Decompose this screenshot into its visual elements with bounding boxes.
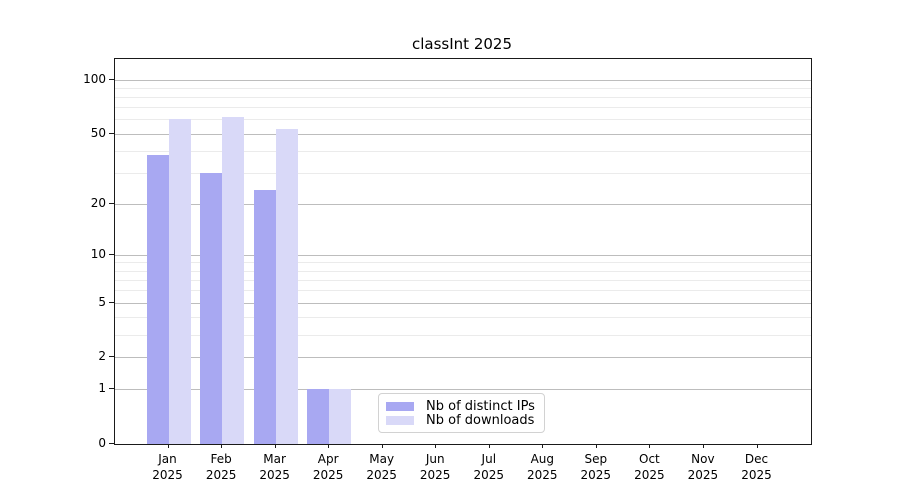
x-tick-label: May 2025 bbox=[366, 452, 397, 482]
gridline-minor bbox=[115, 97, 811, 98]
legend-label: Nb of downloads bbox=[426, 412, 535, 428]
gridline-major bbox=[115, 254, 811, 256]
gridline-minor bbox=[115, 270, 811, 272]
x-tick-label: Jun 2025 bbox=[419, 452, 451, 482]
y-tick-mark bbox=[109, 388, 114, 390]
bar-distinct-ips-apr bbox=[307, 389, 330, 444]
x-tick-label: Jul 2025 bbox=[473, 452, 505, 482]
bar-distinct-ips-feb bbox=[200, 172, 223, 444]
gridline-minor bbox=[115, 87, 811, 89]
y-tick-mark bbox=[109, 253, 114, 255]
y-tick-label: 10 bbox=[90, 246, 106, 261]
gridline-major bbox=[115, 79, 811, 81]
bar-downloads-feb bbox=[222, 116, 245, 444]
x-tick-mark bbox=[381, 444, 383, 448]
x-tick-mark bbox=[702, 444, 704, 448]
gridline-major bbox=[115, 203, 811, 205]
x-tick-mark bbox=[274, 444, 276, 448]
plot-area bbox=[114, 58, 812, 445]
legend-swatch-downloads bbox=[386, 415, 414, 425]
x-tick-mark bbox=[167, 444, 169, 448]
gridline-minor bbox=[115, 172, 811, 174]
legend: Nb of distinct IPs Nb of downloads bbox=[378, 393, 545, 433]
legend-entry-downloads: Nb of downloads bbox=[386, 412, 536, 428]
y-tick-mark bbox=[109, 132, 114, 134]
gridline-major bbox=[115, 389, 811, 391]
gridline-major bbox=[115, 302, 811, 304]
gridline-minor bbox=[115, 316, 811, 318]
gridline-minor bbox=[115, 107, 811, 109]
gridline-minor bbox=[115, 290, 811, 292]
y-tick-label: 20 bbox=[90, 195, 106, 210]
x-tick-label: Apr 2025 bbox=[312, 452, 344, 482]
y-tick-label: 0 bbox=[98, 436, 106, 450]
x-tick-mark bbox=[328, 444, 330, 448]
y-tick-mark bbox=[109, 202, 114, 204]
x-tick-mark bbox=[221, 444, 223, 448]
y-tick-mark bbox=[109, 301, 114, 303]
x-tick-mark bbox=[488, 444, 490, 448]
x-tick-label: Aug 2025 bbox=[527, 452, 558, 482]
x-tick-label: Oct 2025 bbox=[634, 452, 665, 482]
y-tick-mark bbox=[109, 356, 114, 358]
gridline-major bbox=[115, 133, 811, 135]
bar-downloads-jan bbox=[168, 119, 191, 444]
bar-downloads-mar bbox=[275, 129, 298, 444]
bar-distinct-ips-jan bbox=[146, 154, 169, 444]
x-tick-mark bbox=[649, 444, 651, 448]
x-tick-mark bbox=[542, 444, 544, 448]
x-tick-label: Jan 2025 bbox=[152, 452, 183, 482]
x-tick-label: Mar 2025 bbox=[259, 452, 290, 482]
gridline-minor bbox=[115, 119, 811, 121]
x-tick-label: Nov 2025 bbox=[687, 452, 719, 482]
x-tick-label: Feb 2025 bbox=[205, 452, 237, 482]
y-tick-label: 5 bbox=[98, 294, 106, 309]
gridline-minor bbox=[115, 334, 811, 336]
y-tick-label: 100 bbox=[83, 71, 106, 86]
x-tick-mark bbox=[756, 444, 758, 448]
bar-downloads-apr bbox=[329, 389, 352, 444]
y-tick-label: 2 bbox=[98, 349, 106, 364]
x-tick-mark bbox=[435, 444, 437, 448]
gridline-major bbox=[115, 357, 811, 359]
gridline-minor bbox=[115, 150, 811, 152]
y-tick-mark bbox=[109, 78, 114, 80]
legend-entry-distinct-ips: Nb of distinct IPs bbox=[386, 398, 536, 414]
bar-distinct-ips-mar bbox=[253, 189, 276, 444]
y-tick-mark bbox=[109, 443, 114, 444]
x-tick-label: Sep 2025 bbox=[580, 452, 612, 482]
gridline-minor bbox=[115, 262, 811, 264]
chart-title: classInt 2025 bbox=[412, 35, 512, 53]
legend-swatch-distinct-ips bbox=[386, 401, 414, 411]
x-tick-label: Dec 2025 bbox=[741, 452, 772, 482]
legend-label: Nb of distinct IPs bbox=[426, 398, 535, 414]
x-tick-mark bbox=[595, 444, 597, 448]
gridline-minor bbox=[115, 279, 811, 281]
y-tick-label: 1 bbox=[98, 381, 106, 396]
y-tick-label: 50 bbox=[90, 125, 106, 140]
